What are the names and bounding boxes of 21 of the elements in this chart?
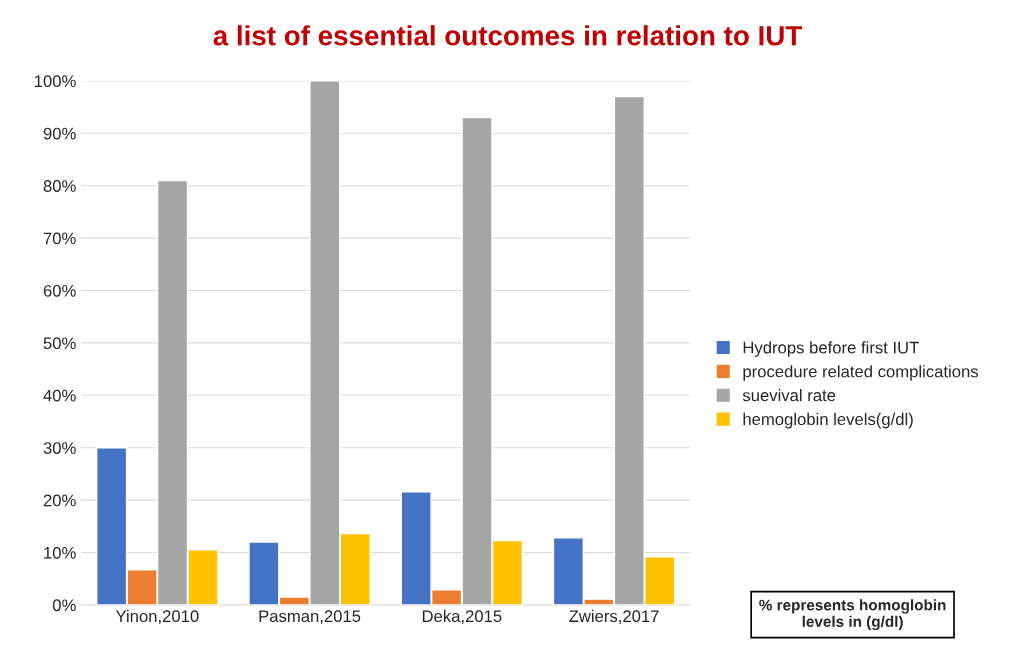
y-tick-label: 50% xyxy=(43,337,76,350)
legend-label: suevival rate xyxy=(742,389,836,402)
legend-label: Hydrops before first IUT xyxy=(743,341,919,357)
legend-label: hemoglobin levels(g/dl) xyxy=(743,412,913,429)
y-tick-label: 90% xyxy=(43,127,76,140)
y-tick-label: 60% xyxy=(43,284,76,297)
y-tick-label: 40% xyxy=(43,389,76,402)
y-tick-label: 30% xyxy=(43,442,76,454)
chart-title: a list of essential outcomes in relation to IUT xyxy=(213,25,803,46)
x-tick-label: Zwiers,2017 xyxy=(569,609,659,625)
text: % represents homoglobin levels in (g/dl) xyxy=(759,599,946,631)
y-tick-label: 70% xyxy=(43,232,76,245)
x-tick-label: Pasman,2015 xyxy=(259,610,361,625)
y-tick-label: 100% xyxy=(34,75,76,88)
y-tick-label: 20% xyxy=(43,494,76,507)
x-tick-label: Yinon,2010 xyxy=(115,609,199,625)
legend-label: procedure related complications xyxy=(743,365,979,381)
y-tick-label: 0% xyxy=(52,599,76,612)
x-tick-label: Deka,2015 xyxy=(422,609,502,625)
y-tick-label: 80% xyxy=(43,180,76,192)
y-tick-label: 10% xyxy=(44,546,76,559)
